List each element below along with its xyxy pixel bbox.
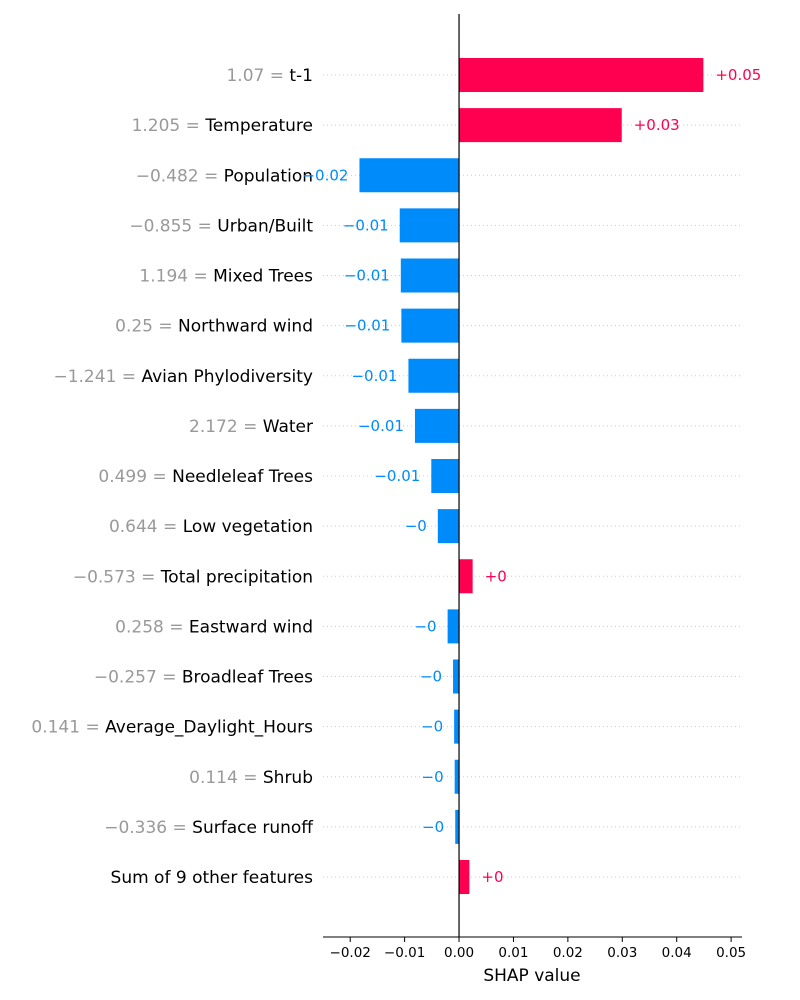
feature-label: 1.205 = Temperature: [132, 116, 313, 136]
feature-label: −0.482 = Population: [136, 166, 313, 186]
bar-16: [459, 860, 470, 894]
bar-4: [400, 258, 460, 293]
value-label: +0.05: [715, 66, 761, 84]
feature-value: −0.573 =: [73, 567, 161, 587]
feature-value: −1.241 =: [53, 367, 141, 387]
value-label: −0: [414, 617, 436, 635]
feature-label: −0.855 = Urban/Built: [129, 216, 313, 236]
feature-name: Shrub: [263, 768, 313, 788]
feature-value: 0.25 =: [115, 317, 178, 337]
value-label: −0.01: [344, 267, 390, 285]
feature-value: 1.205 =: [132, 116, 206, 136]
feature-label: 0.25 = Northward wind: [115, 317, 313, 337]
feature-name: t-1: [289, 66, 313, 86]
feature-name: Water: [263, 417, 313, 437]
feature-name: Surface runoff: [192, 818, 314, 838]
x-tick-label: 0.05: [716, 945, 746, 961]
bar-0: [459, 58, 704, 92]
feature-label: −0.336 = Surface runoff: [104, 818, 314, 838]
feature-value: −0.482 =: [136, 166, 224, 186]
bar-13: [454, 709, 460, 744]
feature-name: Low vegetation: [183, 517, 313, 537]
x-tick-label: 0.04: [662, 945, 692, 961]
value-labels: +0.05 +0.03 −0.02 −0.01 −0.01 −0.01 −0.01 −0.01…: [302, 66, 761, 886]
value-label: −0: [405, 517, 427, 535]
feature-label: 0.644 = Low vegetation: [109, 517, 313, 537]
bar-6: [408, 358, 460, 393]
value-label: −0.01: [358, 417, 404, 435]
feature-label: 1.07 = t-1: [226, 66, 313, 86]
value-label: −0.01: [343, 216, 389, 234]
feature-label: 0.499 = Needleleaf Trees: [98, 467, 313, 487]
feature-value: 0.644 =: [109, 517, 183, 537]
feature-value: −0.855 =: [129, 216, 217, 236]
feature-value: 0.499 =: [98, 467, 172, 487]
feature-value: 0.258 =: [115, 617, 189, 637]
bar-12: [453, 659, 460, 694]
value-label: −0.02: [302, 166, 348, 184]
feature-name: Total precipitation: [160, 567, 313, 587]
value-label: −0.01: [351, 367, 397, 385]
feature-name: Urban/Built: [217, 216, 313, 236]
feature-name: Temperature: [204, 116, 313, 136]
feature-name: Needleleaf Trees: [172, 467, 313, 487]
feature-name: Broadleaf Trees: [182, 668, 313, 688]
bar-14: [454, 759, 460, 794]
value-label: +0: [481, 868, 503, 886]
feature-label: −0.257 = Broadleaf Trees: [94, 668, 313, 688]
value-label: −0: [421, 718, 443, 736]
feature-value: −0.336 =: [104, 818, 192, 838]
feature-label: −0.573 = Total precipitation: [73, 567, 313, 587]
feature-value: 1.194 =: [139, 267, 213, 287]
value-label: +0: [485, 567, 507, 585]
feature-name: Northward wind: [178, 317, 313, 337]
bars: [359, 58, 704, 894]
x-axis: −0.02 −0.01 0.00 0.01 0.02 0.03 0.04 0.05: [323, 936, 746, 961]
value-label: −0.01: [374, 467, 420, 485]
x-tick-label: 0.00: [444, 945, 474, 961]
feature-label: 2.172 = Water: [189, 417, 313, 437]
value-label: −0: [422, 768, 444, 786]
feature-label: 0.114 = Shrub: [189, 768, 313, 788]
bar-1: [459, 108, 622, 143]
value-label: −0: [422, 818, 444, 836]
x-tick-label: 0.01: [498, 945, 528, 961]
value-label: −0.01: [344, 317, 390, 335]
feature-name: Average_Daylight_Hours: [105, 718, 313, 738]
feature-value: 1.07 =: [226, 66, 289, 86]
bar-7: [414, 408, 460, 443]
value-label: +0.03: [634, 116, 680, 134]
feature-label: Sum of 9 other features: [111, 868, 314, 888]
feature-label: 0.258 = Eastward wind: [115, 617, 313, 637]
feature-name: Sum of 9 other features: [111, 868, 314, 888]
bar-15: [455, 809, 460, 844]
feature-name: Mixed Trees: [213, 267, 313, 287]
feature-value: 0.141 =: [31, 718, 105, 738]
feature-name: Avian Phylodiversity: [141, 367, 313, 387]
bar-2: [359, 158, 460, 193]
bar-8: [431, 459, 460, 493]
x-tick-label: −0.02: [330, 945, 371, 961]
feature-label: −1.241 = Avian Phylodiversity: [53, 367, 313, 387]
x-axis-label: SHAP value: [483, 966, 580, 986]
feature-name: Population: [224, 166, 313, 186]
feature-label: 0.141 = Average_Daylight_Hours: [31, 718, 313, 738]
feature-label: 1.194 = Mixed Trees: [139, 267, 313, 287]
bar-5: [401, 308, 460, 343]
feature-labels: 1.07 = t-1 1.205 = Temperature −0.482 = Po…: [31, 66, 314, 888]
bar-10: [459, 559, 473, 594]
bar-3: [399, 208, 460, 243]
x-tick-label: −0.01: [384, 945, 425, 961]
feature-value: −0.257 =: [94, 668, 182, 688]
value-label: −0: [420, 668, 442, 686]
x-tick-label: 0.03: [607, 945, 637, 961]
feature-name: Eastward wind: [189, 617, 313, 637]
feature-value: 2.172 =: [189, 417, 263, 437]
bar-11: [447, 609, 460, 644]
x-tick-label: 0.02: [553, 945, 583, 961]
bar-9: [437, 509, 460, 544]
feature-value: 0.114 =: [189, 768, 263, 788]
